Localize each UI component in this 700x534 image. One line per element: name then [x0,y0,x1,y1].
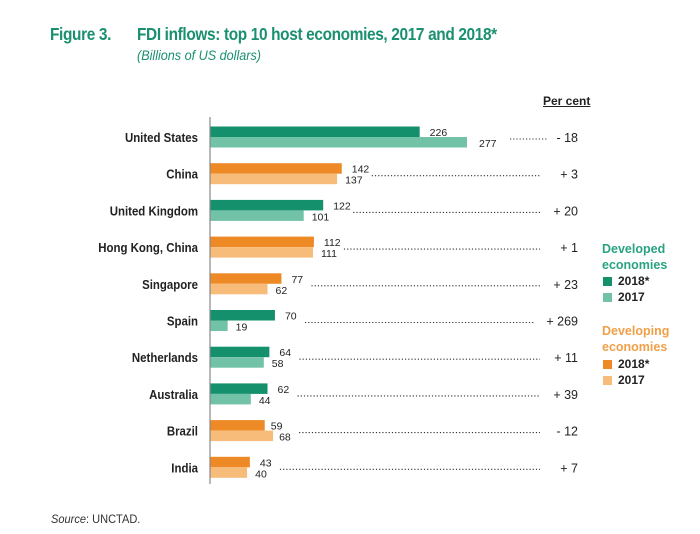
value-label-2018: 64 [279,347,291,359]
category-label: Hong Kong, China [98,240,198,255]
value-label-2017: 137 [345,175,363,187]
value-label-2018: 43 [260,457,272,469]
value-label-2018: 59 [271,421,283,433]
legend-developing-title: Developing economies [602,323,669,355]
legend-label: 2018* [618,357,650,371]
category-label: Netherlands [132,351,198,366]
legend-developed-title-line1: Developed [602,242,666,256]
category-label: Brazil [167,424,198,439]
legend-item-developing-2017: 2017 [603,373,645,387]
percent-change-label: + 11 [554,351,578,365]
value-label-2018: 226 [430,127,448,139]
percent-change-label: + 39 [553,388,578,402]
legend-swatch-developed-2017 [603,292,612,302]
category-label: Singapore [142,277,198,292]
bar-2018 [210,126,420,137]
value-label-2017: 68 [279,432,291,444]
legend-swatch-developed-2018 [603,276,612,286]
legend-item-developing-2018: 2018* [603,357,649,371]
category-label: India [171,461,198,476]
value-label-2017: 277 [479,138,497,150]
legend-developing-title-line1: Developing [602,324,670,338]
bar-2018 [210,310,275,321]
percent-change-label: + 269 [546,315,578,329]
legend-item-developed-2018: 2018* [603,274,649,288]
value-label-2018: 77 [291,274,303,286]
value-label-2017: 19 [236,322,248,334]
bar-2017 [210,137,467,148]
bar-2018 [210,163,342,174]
percent-change-label: + 3 [560,168,578,182]
percent-column-header: Per cent [543,94,591,108]
value-label-2017: 40 [255,468,267,480]
chart-title: FDI inflows: top 10 host economies, 2017… [137,24,497,44]
bar-2018 [210,346,270,358]
percent-change-label: + 7 [560,461,578,475]
bar-2017 [210,430,274,442]
value-label-2018: 70 [285,311,297,323]
category-label: United States [125,130,198,145]
value-label-2018: 142 [352,164,370,176]
legend-label: 2017 [618,373,645,387]
legend-developed-title: Developed economies [602,241,667,273]
bar-2017 [210,247,313,258]
category-label: Australia [149,387,198,402]
value-label-2017: 101 [312,211,330,223]
legend-developing-title-line2: economies [602,340,668,354]
legend-developed-title-line2: economies [602,258,668,272]
bar-2017 [210,210,304,221]
source-text: : UNCTAD. [85,512,141,526]
bar-2017 [210,467,248,478]
value-label-2017: 44 [259,395,271,407]
value-label-2018: 122 [333,200,351,212]
bar-2017 [210,393,251,405]
value-label-2018: 62 [278,384,290,396]
legend-swatch-developing-2018 [603,359,612,369]
legend-label: 2017 [618,290,645,304]
bar-2017 [210,320,228,331]
figure-number: Figure 3. [50,24,112,44]
category-label: United Kingdom [110,204,198,219]
legend-item-developed-2017: 2017 [603,290,645,304]
percent-change-label: + 23 [553,278,578,292]
value-label-2017: 62 [276,285,288,297]
bar-2017 [210,283,268,295]
value-label-2018: 112 [324,237,341,249]
value-label-2017: 111 [321,248,337,260]
category-label: Spain [167,314,198,329]
bar-2018 [210,456,250,468]
bar-2017 [210,357,264,368]
bar-2017 [210,173,338,185]
category-label: China [166,167,198,182]
legend-label: 2018* [618,274,650,288]
source-note: Source: UNCTAD. [51,512,140,526]
percent-change-label: - 18 [556,131,578,145]
bar-2018 [210,420,265,431]
percent-change-label: + 1 [560,241,578,255]
value-label-2017: 58 [272,358,284,370]
bar-2018 [210,199,324,211]
legend-swatch-developing-2017 [603,375,612,385]
chart-subtitle: (Billions of US dollars) [137,47,261,63]
percent-change-label: - 12 [556,425,578,439]
percent-change-label: + 20 [553,204,578,218]
source-label: Source [51,512,86,526]
bar-2018 [210,273,282,284]
bar-2018 [210,383,268,394]
bar-2018 [210,236,314,248]
